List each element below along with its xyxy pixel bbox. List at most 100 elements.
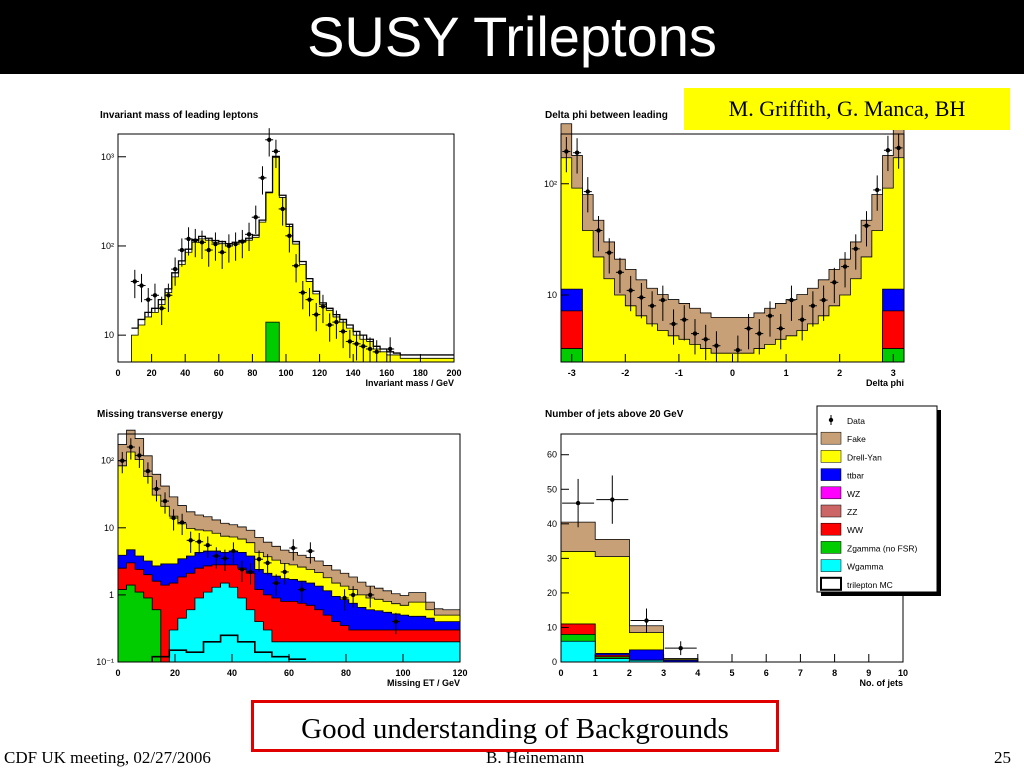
data-point: [219, 250, 225, 255]
data-point: [179, 247, 185, 253]
footer-page-number: 25: [994, 748, 1011, 767]
data-point: [287, 233, 292, 238]
data-point: [132, 279, 137, 284]
legend-label: Zgamma (no FSR): [847, 543, 918, 553]
legend-swatch-wz: [820, 486, 842, 500]
data-point: [152, 293, 158, 298]
data-point: [864, 223, 869, 228]
data-point: [179, 520, 185, 525]
data-point: [682, 317, 687, 322]
legend-label: ZZ: [847, 507, 857, 517]
data-point: [231, 548, 236, 554]
data-point: [678, 645, 683, 651]
data-point: [273, 149, 279, 154]
x-tick-label: 5: [729, 668, 734, 678]
data-point: [644, 618, 649, 623]
hist-trilepton-mc: [151, 634, 307, 662]
data-point: [361, 344, 366, 349]
data-point: [821, 297, 826, 303]
x-tick-label: 200: [446, 368, 461, 378]
x-axis-label: Invariant mass / GeV: [365, 378, 454, 388]
data-point: [282, 569, 287, 575]
legend-label: WW: [847, 525, 863, 535]
x-tick-label: 120: [312, 368, 327, 378]
y-tick-label: 20: [547, 588, 557, 598]
data-point: [853, 246, 858, 252]
data-point: [253, 215, 258, 220]
legend-label: trilepton MC: [847, 580, 893, 590]
data-point: [300, 290, 305, 295]
x-axis-label: Delta phi: [866, 378, 904, 388]
data-point: [649, 303, 655, 308]
data-point: [703, 337, 708, 342]
footer-author: B. Heinemann: [486, 748, 585, 767]
legend-label: ttbar: [847, 471, 864, 481]
y-tick-label: 10²: [101, 456, 114, 466]
legend-label: Wgamma: [847, 562, 884, 572]
data-point: [186, 236, 191, 242]
data-point: [205, 543, 210, 548]
legend-swatch-ttbar: [820, 468, 842, 481]
x-tick-label: 1: [784, 368, 789, 378]
x-tick-label: 120: [452, 668, 467, 678]
x-tick-label: 7: [798, 668, 803, 678]
data-point: [639, 295, 644, 300]
data-point: [368, 592, 373, 598]
data-point: [374, 349, 379, 355]
data-point: [299, 587, 305, 592]
data-point: [239, 567, 245, 572]
data-point: [307, 297, 312, 302]
data-point: [596, 228, 601, 233]
x-tick-label: 180: [413, 368, 428, 378]
x-tick-label: 20: [147, 368, 157, 378]
x-tick-label: 40: [180, 368, 190, 378]
x-tick-label: 80: [247, 368, 257, 378]
y-tick-label: 10: [104, 523, 114, 533]
data-point: [171, 515, 176, 521]
data-point: [273, 580, 279, 586]
chart-title: Missing transverse energy: [97, 409, 224, 420]
data-point: [735, 347, 741, 353]
x-tick-label: 100: [395, 668, 410, 678]
x-tick-label: 20: [170, 668, 180, 678]
data-point: [137, 453, 142, 458]
legend-label: Drell-Yan: [847, 452, 882, 462]
data-point: [159, 306, 164, 311]
data-point: [193, 238, 198, 243]
y-tick-label: 10³: [101, 152, 114, 162]
x-tick-label: 160: [379, 368, 394, 378]
data-point: [139, 283, 144, 288]
data-point: [354, 341, 359, 346]
data-point: [280, 206, 285, 212]
data-point: [197, 539, 202, 544]
data-point: [340, 329, 346, 334]
data-point: [334, 319, 339, 325]
data-point: [162, 498, 168, 504]
data-point: [799, 317, 805, 322]
y-tick-label: 0: [552, 657, 557, 667]
data-point: [714, 343, 719, 348]
data-point: [214, 553, 219, 559]
data-point: [246, 232, 252, 237]
data-point: [226, 243, 232, 249]
data-point: [188, 538, 193, 543]
y-tick-label: 10: [547, 622, 557, 632]
x-tick-label: 0: [558, 668, 563, 678]
y-tick-label: 10²: [101, 241, 114, 251]
data-point: [240, 239, 245, 244]
legend-label: Fake: [847, 434, 866, 444]
data-point: [166, 293, 171, 298]
data-point: [617, 270, 623, 275]
data-point: [233, 241, 238, 247]
data-point: [327, 322, 332, 328]
data-point: [810, 303, 816, 308]
authors-box: M. Griffith, G. Manca, BH: [684, 88, 1010, 130]
data-point: [314, 312, 319, 317]
x-tick-label: -1: [675, 368, 683, 378]
data-point: [206, 247, 211, 253]
data-point: [172, 266, 178, 272]
data-point: [393, 619, 399, 624]
x-tick-label: 140: [346, 368, 361, 378]
data-point: [213, 241, 218, 247]
legend-swatch-drell-yan: [820, 450, 842, 463]
